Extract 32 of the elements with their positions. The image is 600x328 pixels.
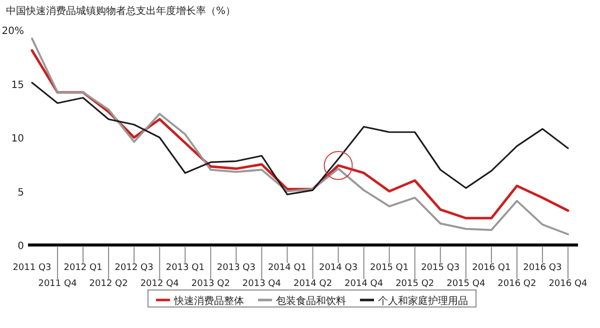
x-tick-label: 2014 Q1 <box>268 263 307 273</box>
chart-title: 中国快速消费品城镇购物者总支出年度增长率（%） <box>6 5 236 17</box>
y-tick-label: 20% <box>2 26 24 37</box>
x-tick-label: 2014 Q3 <box>318 263 358 273</box>
x-tick-label: 2016 Q4 <box>548 279 588 289</box>
x-tick-label: 2013 Q4 <box>242 279 282 289</box>
legend-label: 个人和家庭护理用品 <box>378 295 468 307</box>
x-tick-label: 2012 Q1 <box>64 263 102 273</box>
x-tick-label: 2015 Q1 <box>370 263 409 273</box>
x-tick-label: 2011 Q4 <box>38 279 78 289</box>
x-tick-label: 2015 Q2 <box>396 279 434 289</box>
x-tick-label: 2014 Q4 <box>344 279 384 289</box>
y-tick-label: 10 <box>11 134 24 144</box>
x-tick-label: 2014 Q2 <box>293 279 332 289</box>
x-tick-label: 2015 Q4 <box>446 279 486 289</box>
legend-label: 快速消费品整体 <box>173 295 244 307</box>
y-tick-label: 0 <box>18 241 24 252</box>
x-tick-label: 2016 Q1 <box>472 263 511 273</box>
x-tick-label: 2011 Q3 <box>12 263 52 273</box>
x-tick-label: 2015 Q3 <box>421 263 460 273</box>
x-tick-label: 2016 Q3 <box>523 263 562 273</box>
x-tick-label: 2012 Q2 <box>89 279 128 289</box>
x-tick-label: 2012 Q3 <box>114 263 154 273</box>
x-tick-label: 2016 Q2 <box>498 279 536 289</box>
legend-label: 包装食品和饮料 <box>276 295 346 307</box>
x-tick-label: 2013 Q3 <box>216 263 256 273</box>
x-tick-label: 2013 Q2 <box>191 279 230 289</box>
line-series <box>31 82 569 196</box>
y-tick-label: 5 <box>18 187 24 198</box>
y-tick-label: 15 <box>11 80 24 91</box>
x-tick-label: 2013 Q1 <box>166 263 204 273</box>
x-tick-label: 2012 Q4 <box>140 279 180 289</box>
